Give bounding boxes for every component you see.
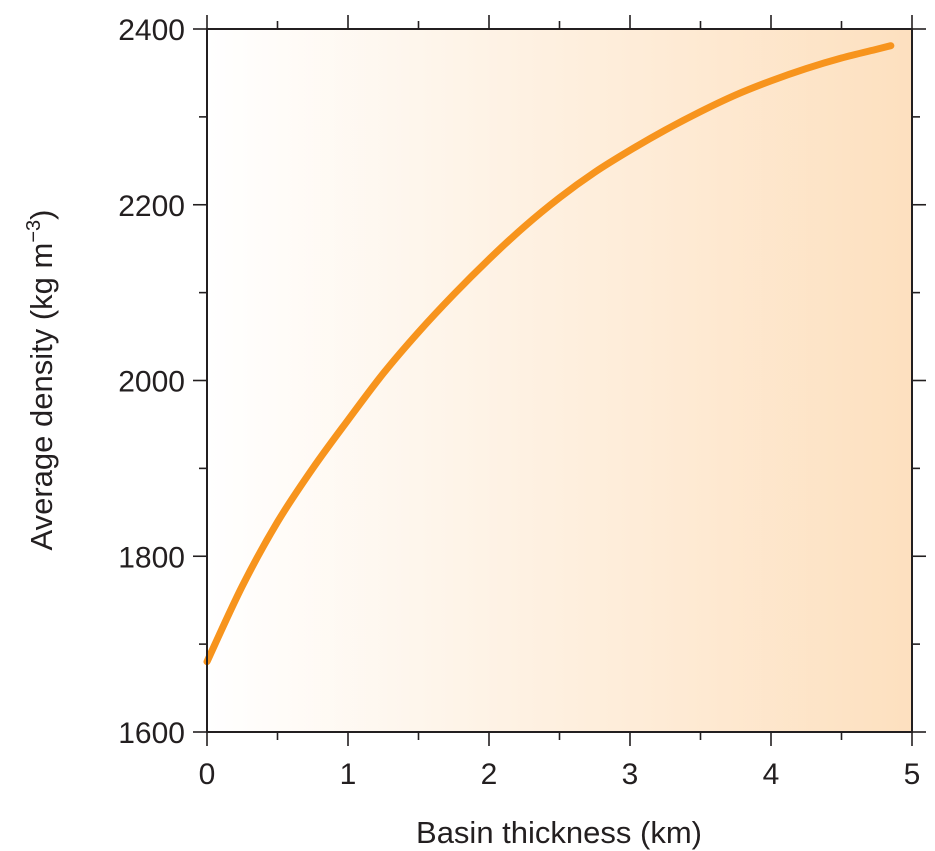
y-axis-label-main: Average density (kg m <box>24 243 59 551</box>
x-tick-label: 1 <box>340 758 357 791</box>
x-tick-label: 2 <box>481 758 498 791</box>
tick-marks <box>193 15 926 746</box>
x-tick-label: 4 <box>763 758 780 791</box>
x-tick-label: 5 <box>904 758 921 791</box>
y-tick-label: 2000 <box>118 366 185 399</box>
x-tick-label: 0 <box>199 758 216 791</box>
plot-frame <box>206 28 913 733</box>
y-tick-label: 2400 <box>118 14 185 47</box>
y-tick-label: 1600 <box>118 717 185 750</box>
y-axis-label-close: ) <box>24 210 59 220</box>
y-axis-label-superscript: −3 <box>23 220 45 243</box>
density-curve <box>203 42 895 666</box>
y-tick-label: 1800 <box>118 541 185 574</box>
plot-background <box>207 29 912 732</box>
y-axis-label: Average density (kg m−3) <box>23 210 59 551</box>
x-axis-label: Basin thickness (km) <box>416 815 702 850</box>
x-tick-labels: 0 1 2 3 4 5 <box>199 758 921 791</box>
y-tick-label: 2200 <box>118 190 185 223</box>
y-tick-labels: 1600 1800 2000 2200 2400 <box>118 14 185 750</box>
x-tick-label: 3 <box>622 758 639 791</box>
